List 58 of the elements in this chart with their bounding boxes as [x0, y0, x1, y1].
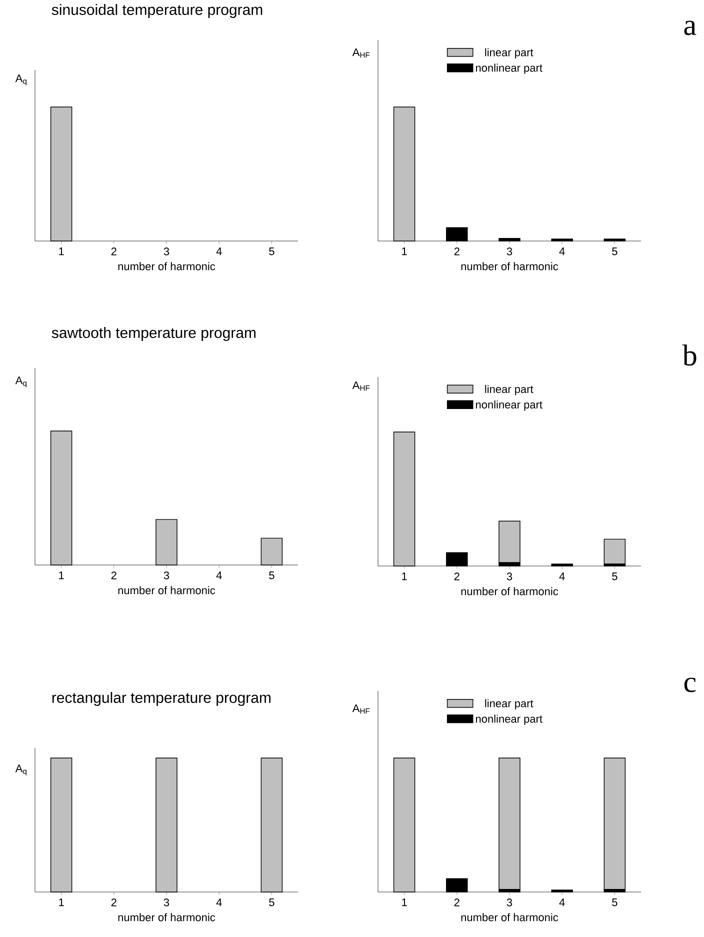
x-axis-title: number of harmonic: [118, 262, 216, 270]
chart-title: sinusoidal temperature program: [52, 4, 262, 18]
bar: [498, 758, 520, 890]
legend-label: nonlinear part: [476, 64, 542, 74]
x-tick-label: 5: [269, 572, 274, 580]
x-tick-label: 4: [216, 898, 222, 906]
x-tick-label: 3: [506, 248, 512, 256]
x-tick-label: 3: [506, 898, 512, 906]
text: c: [684, 678, 696, 692]
x-tick-label: 3: [506, 572, 512, 580]
x-tick-label: 4: [216, 572, 222, 580]
x-tick-label: 1: [402, 248, 407, 256]
x-tick-label: 3: [164, 248, 170, 256]
text: b: [682, 344, 696, 366]
x-tick-label: 1: [59, 572, 64, 580]
x-tick-label: 4: [559, 898, 565, 906]
x-tick-label: 5: [612, 248, 618, 256]
chart-title: rectangular temperature program: [52, 692, 270, 706]
chart-title: sawtooth temperature program: [52, 327, 256, 342]
legend-label: nonlinear part: [476, 400, 542, 411]
x-tick-label: 5: [269, 898, 274, 906]
x-tick-label: 2: [111, 572, 116, 580]
y-axis-title: A$_{HF}$: [352, 48, 370, 58]
x-tick-label: 1: [402, 898, 407, 906]
legend-label: nonlinear part: [476, 714, 542, 725]
text: a: [684, 20, 696, 36]
x-tick-label: 2: [454, 248, 460, 256]
legend-label: linear part: [485, 699, 534, 710]
x-tick-label: 5: [612, 898, 618, 906]
x-axis-title: number of harmonic: [461, 587, 558, 596]
x-tick-label: 4: [559, 248, 565, 256]
legend-label: linear part: [485, 384, 534, 396]
x-axis-title: number of harmonic: [461, 913, 558, 922]
x-tick-label: 1: [402, 572, 407, 580]
bar: [498, 520, 520, 563]
x-tick-label: 1: [59, 898, 64, 906]
x-tick-label: 2: [454, 572, 460, 580]
x-tick-label: 3: [164, 898, 170, 906]
x-axis-title: number of harmonic: [118, 586, 216, 594]
x-tick-label: 4: [216, 248, 222, 256]
x-tick-label: 2: [111, 248, 116, 256]
y-axis-title: A$_{HF}$: [352, 381, 370, 391]
y-axis-title: A$_{q}$: [15, 764, 26, 776]
bar: [604, 758, 626, 890]
x-tick-label: 3: [164, 572, 170, 580]
y-axis-title: A$_{q}$: [15, 74, 26, 86]
x-axis-title: number of harmonic: [461, 262, 558, 270]
y-axis-title: A$_{q}$: [15, 376, 26, 388]
x-tick-label: 4: [559, 572, 565, 580]
x-tick-label: 2: [111, 898, 116, 906]
bar: [604, 538, 626, 564]
x-tick-label: 5: [269, 248, 274, 256]
legend-label: linear part: [485, 48, 534, 58]
y-axis-title: A$_{HF}$: [352, 704, 370, 714]
x-axis-title: number of harmonic: [118, 913, 216, 922]
x-tick-label: 2: [454, 898, 460, 906]
x-tick-label: 5: [612, 572, 618, 580]
x-tick-label: 1: [59, 248, 64, 256]
